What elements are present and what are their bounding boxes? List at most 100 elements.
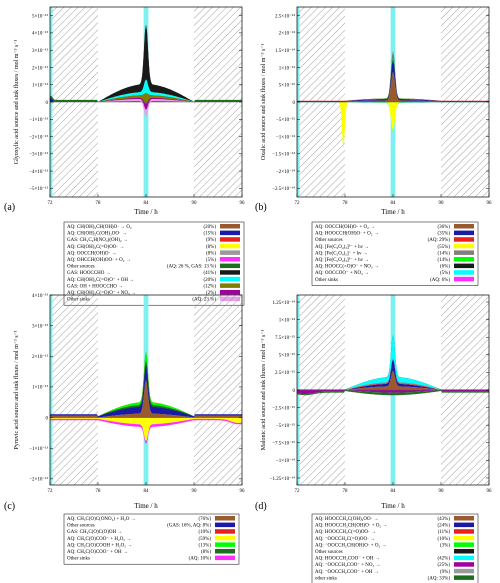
chart-panel-a: 5×10⁻¹³ 4×10⁻¹³ 3×10⁻¹³ 2×10⁻¹³ 1×10⁻¹³ 0 −1×1… [4, 6, 246, 306]
legend-share: (24%) [438, 524, 451, 529]
legend-label: AQ: CH₃C(O)COOH + H₂O₂ → [67, 543, 132, 548]
x-axis-label: Time / h [381, 208, 405, 216]
legend-box [63, 221, 245, 306]
legend-swatch [454, 522, 474, 528]
legend-swatch [454, 555, 474, 561]
x-tick-label: 84 [144, 489, 150, 494]
legend-share: (6%) [440, 265, 450, 270]
legend-label: GAS: HOOCCHO → [67, 271, 111, 276]
legend-share: (20%) [204, 225, 217, 230]
legend-swatch [454, 224, 474, 229]
legend-share: (13%) [199, 543, 212, 548]
chart-panel-d: 1.25×10⁻¹⁴ 1×10⁻¹⁴ 7.5×10⁻¹⁵ 5×10⁻¹⁵ 2.5×10⁻… [255, 294, 493, 583]
panel-label: (b) [255, 202, 267, 213]
legend-share: (42%) [438, 557, 451, 562]
x-tick-label: 78 [343, 201, 349, 206]
legend-swatch [454, 250, 474, 255]
x-tick-label: 96 [240, 489, 246, 494]
legend-label: AQ: CH(OH)₂CH(OH)O· → O₂ [67, 225, 132, 230]
y-tick-label: 5×10⁻¹⁵ [279, 83, 295, 89]
y-tick-label: −5×10⁻¹⁵ [276, 117, 295, 123]
legend-share: (5%) [440, 271, 450, 276]
cloud-band [50, 295, 53, 485]
legend-swatch [215, 516, 235, 521]
legend-share: (36%) [438, 225, 451, 230]
y-tick-label: −5×10⁻¹³ [29, 186, 48, 192]
legend-swatch [454, 276, 474, 282]
series-area [297, 335, 489, 390]
legend-share: (AQ: 10%) [189, 557, 212, 562]
series-area [297, 357, 489, 390]
legend-swatch [215, 542, 235, 547]
x-axis-label: Time / h [381, 502, 405, 510]
legend-swatch [454, 237, 474, 242]
legend-share: (12%) [204, 284, 217, 289]
legend-label: GAS: CH₃C(O)C(O)OH → [67, 530, 122, 535]
legend-label: AQ: ⁻OOCCH₂CH(OH)O· + O₂ → [315, 543, 386, 548]
y-tick-label: 1.25×10⁻¹⁴ [273, 300, 296, 306]
legend-label: AQ: HOOCCH₂COO⁻ + OH → [315, 557, 380, 562]
legend-label: AQ: CH(OH)₂C(=O)O⁻ + OH → [67, 278, 134, 283]
x-tick-label: 72 [48, 201, 54, 206]
x-tick-label: 96 [240, 201, 246, 206]
y-tick-label: 7.5×10⁻¹⁵ [275, 335, 295, 341]
y-axis-label: Oxalic acid source and sink fluxes / mol… [260, 44, 267, 161]
legend-label: AQ: CH(OH)₂C(=O)OO· → [67, 245, 124, 250]
y-tick-label: −1×10⁻¹⁴ [276, 458, 295, 464]
legend-swatch [454, 575, 474, 580]
legend-swatch [454, 243, 474, 249]
legend-share: (55%) [438, 245, 451, 250]
legend-swatch [454, 568, 474, 574]
legend-swatch [454, 230, 474, 236]
legend-label: AQ: HOOCCH₂C(=O)OO· → [315, 530, 376, 535]
y-tick-label: 0 [293, 101, 296, 106]
chart-panel-c: 4×10⁻¹³ 3×10⁻¹³ 2×10⁻¹³ 1×10⁻¹³ 0 −1×10⁻¹³ −2×… [4, 293, 246, 565]
series-area [50, 95, 242, 118]
legend-swatch [454, 562, 474, 567]
legend-swatch [220, 224, 240, 229]
x-tick-label: 78 [96, 201, 102, 206]
y-tick-label: 0 [293, 389, 296, 394]
legend-swatch [220, 270, 240, 275]
x-tick-label: 96 [487, 489, 493, 494]
y-tick-label: 3×10⁻¹³ [32, 48, 48, 54]
legend-swatch [220, 243, 240, 249]
legend-swatch [220, 276, 240, 282]
y-tick-label: −3×10⁻¹³ [29, 152, 48, 158]
legend-label: AQ: OHCCH(OH)OO· + O₂ → [67, 258, 131, 263]
legend-swatch [220, 283, 240, 288]
legend-swatch [215, 549, 235, 554]
legend-label: AQ: ⁻OOCCH₂COO⁻ + NO₃ → [315, 563, 380, 568]
x-tick-label: 84 [391, 201, 397, 206]
legend-swatch [220, 237, 240, 242]
y-tick-label: 0 [46, 416, 49, 421]
y-axis-label: Pyruvic acid source and sink fluxes / mo… [13, 330, 20, 449]
legend-share: (10%) [438, 537, 451, 542]
series-area [297, 102, 489, 148]
x-tick-label: 72 [295, 489, 301, 494]
legend-label: AQ: OOCCOO⁻ + NO₃ → [315, 271, 369, 276]
legend-label: AQ: OOCCH(OH)O· → [67, 251, 116, 256]
chart-panel-b: 2.5×10⁻¹⁴ 2×10⁻¹⁴ 1.5×10⁻¹⁴ 1×10⁻¹⁴ 5×10⁻¹⁵ 0… [255, 6, 492, 286]
panel-label: (c) [4, 501, 15, 512]
night-band [52, 295, 98, 485]
legend-swatch [454, 263, 474, 269]
x-tick-label: 78 [343, 489, 349, 494]
y-tick-label: −2.5×10⁻¹⁵ [272, 405, 295, 411]
y-tick-label: 1×10⁻¹³ [32, 385, 48, 391]
x-tick-label: 84 [144, 201, 150, 206]
y-tick-label: −1×10⁻¹³ [29, 446, 48, 452]
legend-swatch [220, 250, 240, 255]
x-axis-label: Time / h [134, 502, 158, 510]
x-tick-label: 84 [391, 489, 397, 494]
y-tick-label: −1×10⁻¹³ [29, 117, 48, 123]
y-tick-label: −1×10⁻¹⁴ [276, 134, 295, 140]
y-tick-label: 4×10⁻¹³ [32, 293, 48, 299]
legend-label: AQ: ⁻OOCCH₂COO⁻ + OH → [315, 570, 379, 575]
legend-label: Other sinks [67, 557, 90, 562]
legend-swatch [220, 257, 240, 262]
y-tick-label: −4×10⁻¹³ [29, 169, 48, 175]
legend-share: (41%) [204, 271, 217, 276]
legend-share: (35%) [438, 232, 451, 237]
